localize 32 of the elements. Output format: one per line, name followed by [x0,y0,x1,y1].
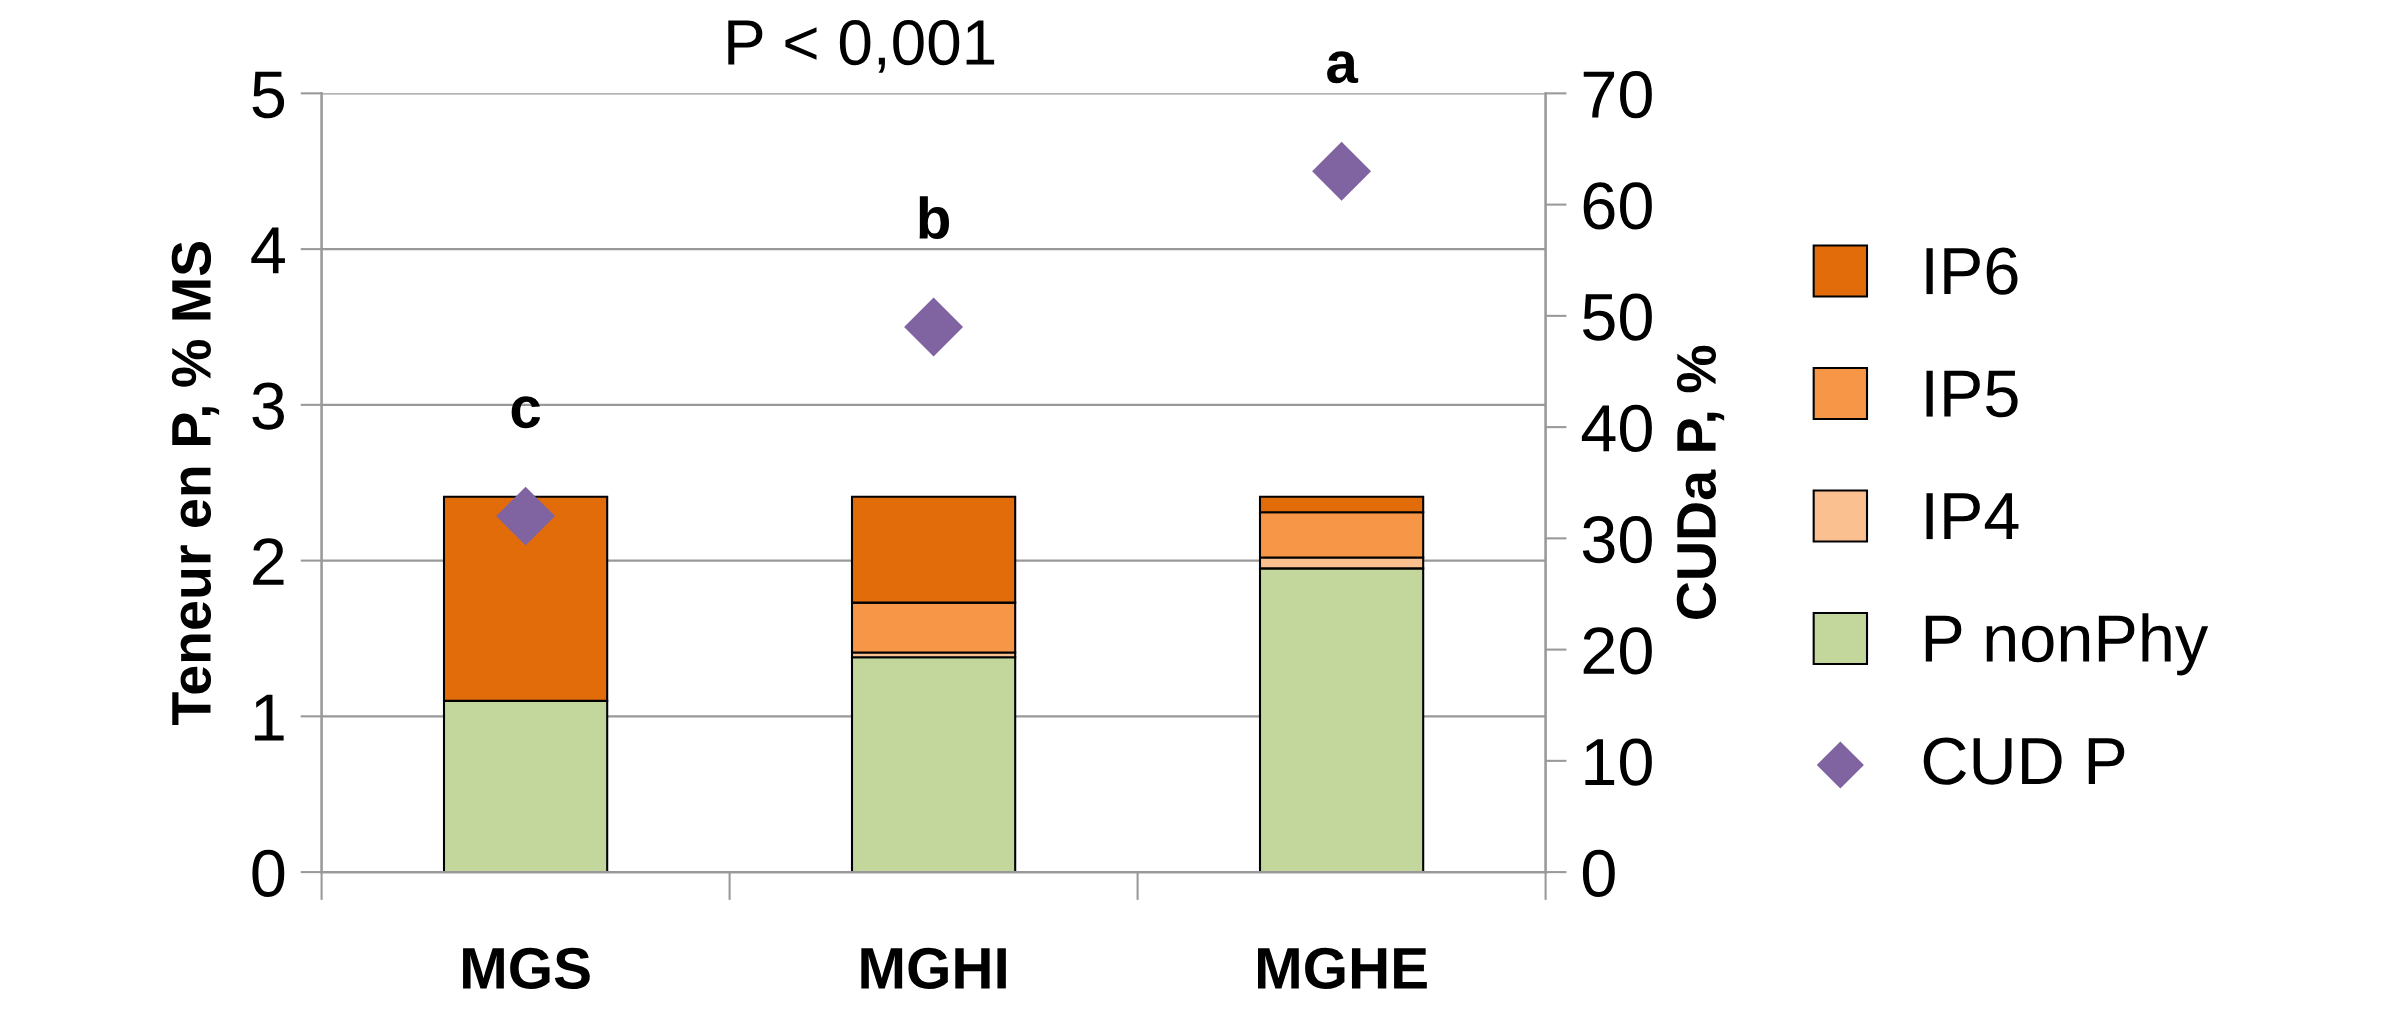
bar [850,656,1017,873]
y2-tick-label: 50 [1582,293,1652,341]
point [496,486,556,546]
y2-axis-title: CUDa P, % [1676,345,1725,619]
y-tick-label: 1 [254,694,284,741]
y2-tick-label: 70 [1583,70,1652,119]
y2-tick-label: 0 [1582,849,1615,897]
y-axis-title: Teneur en P, % MS [171,242,220,725]
x-tick-label: MGS [463,947,590,989]
annotation: b [919,196,950,240]
x-tick-label: MGHE [1258,947,1427,989]
legend-label: P nonPhy [1925,613,2209,676]
y2-tick-label: 20 [1583,627,1652,675]
legend-label: IP5 [1926,370,2018,418]
y2-tick-label: 10 [1585,738,1652,786]
y-tick-label: 0 [252,849,285,897]
legend-label: IP4 [1926,493,2019,540]
legend-label: CUD P [1923,737,2125,785]
y-tick-label: 2 [253,538,284,585]
y2-tick-label: 30 [1582,515,1652,564]
point [1312,141,1372,201]
point [904,297,964,357]
y-tick-label: 3 [252,382,284,430]
y-tick-label: 4 [251,227,285,274]
y-tick-label: 5 [252,71,285,119]
annotation: c [511,396,541,429]
text: a [1327,51,1359,84]
x-tick-label: MGHI [861,947,1006,989]
legend-label: IP6 [1926,247,2018,295]
y2-tick-label: 60 [1583,182,1652,230]
y2-tick-label: 40 [1581,404,1652,452]
text: P < 0,001 [728,19,995,73]
